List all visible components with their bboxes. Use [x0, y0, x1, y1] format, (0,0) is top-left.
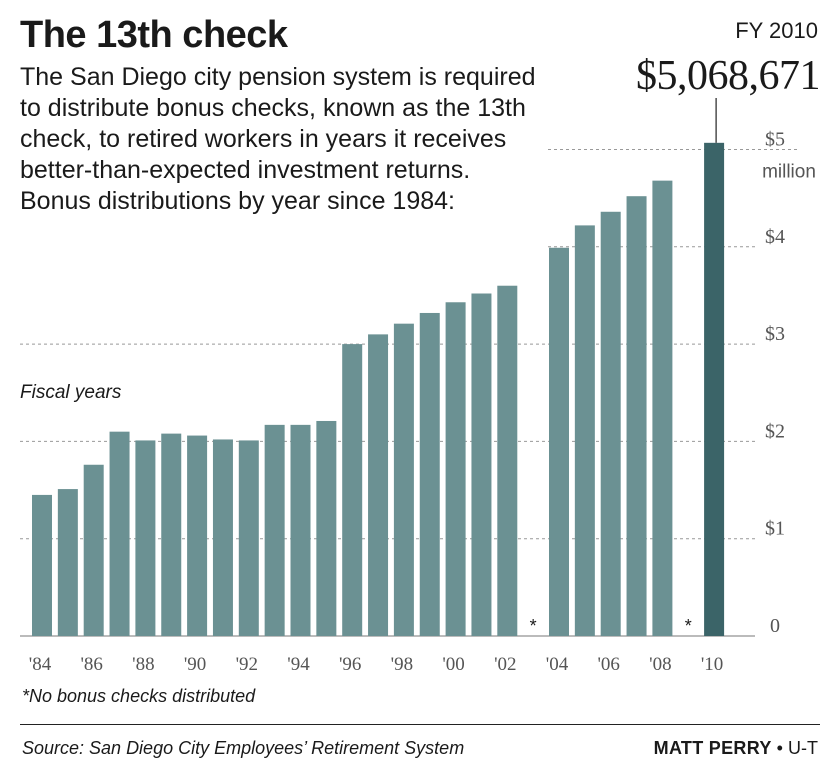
x-tick-label: '92: [236, 654, 258, 675]
bar-1985: [57, 489, 78, 636]
bar-1991: [212, 439, 233, 636]
x-tick-label: '00: [442, 654, 464, 675]
bar-1997: [368, 334, 389, 636]
y-tick-label: $2: [765, 420, 785, 442]
x-tick-label: '08: [649, 654, 671, 675]
y-tick-label: 0: [770, 615, 780, 637]
bar-1998: [393, 323, 414, 636]
bar-1989: [161, 433, 182, 636]
bar-2006: [600, 211, 621, 636]
x-tick-label: '04: [546, 654, 569, 675]
bar-2002: [497, 285, 518, 636]
bar-1984: [32, 494, 52, 636]
x-tick-label: '96: [339, 654, 361, 675]
credit-separator: •: [776, 738, 783, 758]
y-unit-label: million: [762, 162, 816, 183]
footnote: *No bonus checks distributed: [22, 686, 256, 706]
bar-1988: [135, 440, 156, 636]
bar-1992: [238, 440, 259, 636]
bar-2001: [471, 293, 492, 636]
x-tick-label: '10: [701, 654, 723, 675]
chart-description: The San Diego city pension system is req…: [20, 63, 536, 215]
credit-name: MATT PERRY: [653, 738, 772, 758]
no-bonus-marker: *: [685, 616, 692, 636]
y-tick-label: $3: [765, 323, 785, 345]
x-axis-title: Fiscal years: [20, 382, 122, 403]
x-tick-label: '84: [29, 654, 52, 675]
no-bonus-marker: *: [530, 616, 537, 636]
x-tick-label: '86: [80, 654, 102, 675]
bar-1986: [83, 464, 104, 636]
bar-1987: [109, 431, 130, 636]
chart-title: The 13th check: [20, 14, 288, 56]
x-tick-label: '90: [184, 654, 206, 675]
source-note: Source: San Diego City Employees’ Retire…: [22, 738, 465, 758]
bar-2010: [704, 142, 725, 637]
x-tick-label: '02: [494, 654, 516, 675]
highlight-year-label: FY 2010: [735, 18, 818, 43]
bar-2004: [549, 247, 569, 636]
credit-organization: U-T: [788, 738, 818, 758]
bar-1993: [264, 424, 285, 636]
y-tick-label: $5: [765, 129, 785, 151]
x-tick-label: '94: [287, 654, 310, 675]
x-tick-label: '98: [391, 654, 413, 675]
bar-2008: [652, 180, 673, 637]
y-tick-label: $1: [765, 518, 785, 540]
highlight-amount: $5,068,671: [636, 53, 821, 99]
bar-2007: [626, 196, 647, 637]
footer-divider: [20, 724, 820, 725]
bar-1990: [187, 435, 208, 636]
bar-1996: [342, 344, 363, 636]
y-tick-label: $4: [765, 226, 785, 248]
x-tick-label: '06: [597, 654, 619, 675]
credit: MATT PERRY • U-T: [654, 738, 818, 759]
bar-1994: [290, 424, 311, 636]
bar-1999: [419, 312, 440, 636]
bar-2000: [445, 302, 466, 636]
bar-2005: [574, 225, 595, 637]
bar-1995: [316, 420, 337, 636]
x-tick-label: '88: [132, 654, 154, 675]
